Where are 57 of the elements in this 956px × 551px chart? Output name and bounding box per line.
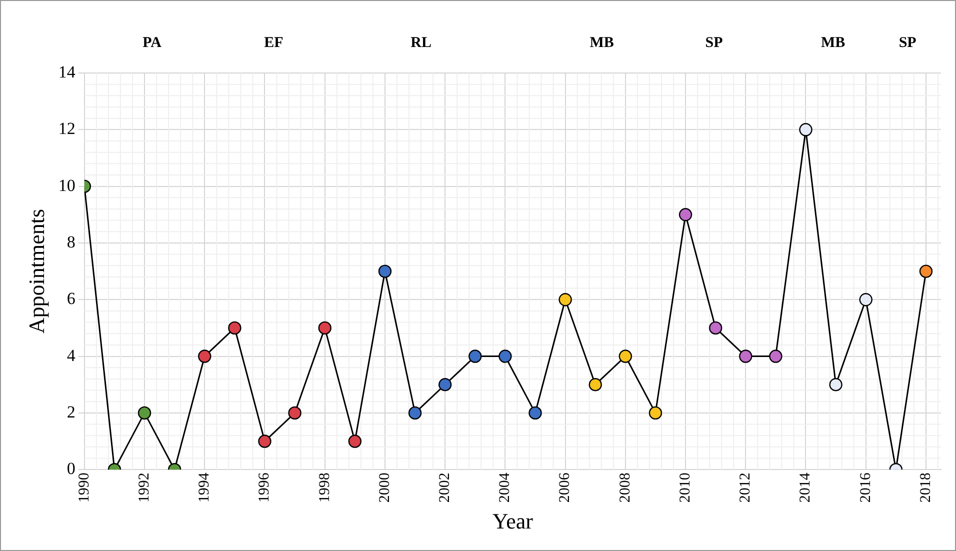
y-tick-label: 12	[58, 119, 76, 138]
point	[528, 406, 542, 420]
y-axis-title: Appointments	[24, 208, 49, 334]
x-tick-label: 2004	[497, 472, 514, 503]
y-tick-label: 0	[66, 459, 76, 478]
x-tick-label: 2016	[858, 472, 874, 503]
point	[859, 293, 872, 306]
point	[799, 123, 812, 136]
x-tick-label: 2006	[557, 472, 574, 503]
point	[558, 293, 572, 306]
x-tick-label: 2002	[437, 472, 454, 503]
x-tick-label: 1992	[136, 472, 152, 503]
point	[468, 350, 482, 363]
point	[258, 434, 272, 448]
y-tick-label: 14	[58, 62, 76, 82]
x-tick-label: 1994	[196, 472, 213, 503]
y-tick-label: 4	[66, 346, 76, 365]
x-tick-label: 2010	[677, 472, 694, 503]
x-tick-label: 2012	[738, 472, 754, 503]
point	[919, 264, 933, 278]
point	[198, 350, 212, 363]
x-tick-label: 1990	[76, 472, 92, 503]
point	[408, 406, 422, 420]
point	[228, 321, 242, 335]
point	[588, 378, 602, 392]
text: SP	[898, 34, 916, 51]
point	[318, 321, 332, 335]
x-tick-label: 1998	[316, 472, 333, 503]
text: MB	[590, 34, 614, 51]
point	[708, 321, 722, 335]
point	[678, 208, 692, 222]
point	[739, 350, 752, 363]
text: MB	[820, 34, 846, 51]
y-tick-label: 6	[66, 289, 76, 308]
point	[769, 350, 782, 363]
text: PA	[142, 34, 162, 51]
point	[498, 350, 512, 363]
point	[829, 378, 842, 392]
point	[288, 406, 302, 420]
point	[348, 434, 362, 448]
point	[618, 350, 632, 363]
x-tick-label: 2000	[376, 472, 393, 503]
text: RL	[410, 34, 432, 51]
text: SP	[705, 34, 723, 51]
y-tick-label: 2	[66, 402, 76, 422]
y-tick-label: 8	[66, 232, 76, 252]
point	[648, 406, 662, 420]
point	[438, 378, 452, 392]
text: EF	[264, 34, 284, 51]
point	[138, 406, 152, 420]
x-tick-label: 2008	[617, 472, 634, 503]
point	[378, 264, 392, 278]
x-axis-title: Year	[492, 508, 534, 534]
x-tick-label: 2018	[918, 472, 934, 503]
x-tick-label: 2014	[798, 472, 814, 503]
y-tick-label: 10	[58, 176, 76, 195]
x-tick-label: 1996	[256, 472, 273, 503]
